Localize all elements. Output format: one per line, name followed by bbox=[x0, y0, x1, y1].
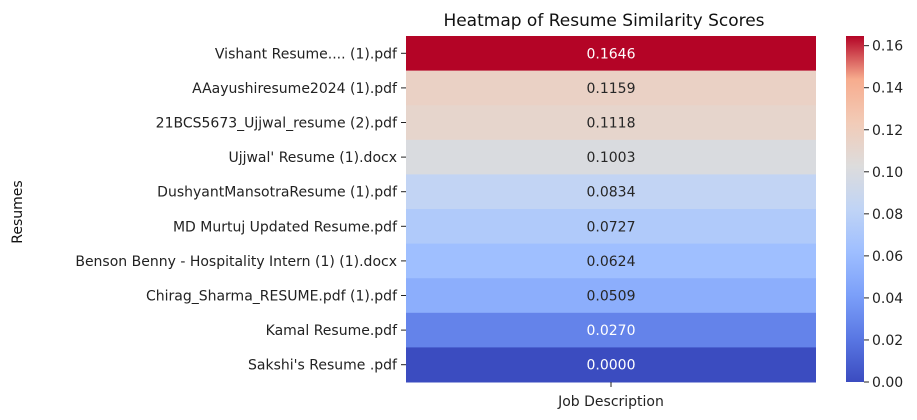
cell-value-label: 0.0624 bbox=[587, 254, 636, 270]
row-tick-label: AAayushiresume2024 (1).pdf bbox=[192, 81, 398, 97]
cell-value-label: 0.1159 bbox=[587, 81, 636, 97]
heatmap-cell bbox=[406, 312, 816, 348]
heatmap-cells: 0.1646 0.1159 0.1118 0.1003 0.0834 0.0727 0.06… bbox=[406, 36, 816, 383]
row-tick-label: Vishant Resume.... (1).pdf bbox=[215, 46, 398, 62]
heatmap-cell bbox=[406, 139, 816, 175]
colorbar-tick-label: 0.06 bbox=[872, 249, 903, 265]
row-tick-label: DushyantMansotraResume (1).pdf bbox=[157, 185, 398, 201]
heatmap-cell bbox=[406, 174, 816, 210]
row-tick-label: Ujjwal' Resume (1).docx bbox=[228, 150, 397, 166]
cell-value-label: 0.0509 bbox=[587, 289, 636, 305]
row-tick-label: MD Murtuj Updated Resume.pdf bbox=[173, 219, 398, 235]
row-tick-label: Chirag_Sharma_RESUME.pdf (1).pdf bbox=[146, 289, 398, 305]
colorbar-tick-label: 0.02 bbox=[872, 333, 903, 349]
y-axis-label: Resumes bbox=[10, 180, 26, 243]
cell-value-label: 0.1003 bbox=[587, 150, 636, 166]
cell-value-label: 0.0270 bbox=[587, 323, 636, 339]
colorbar-tick-label: 0.04 bbox=[872, 291, 903, 307]
heatmap-cell bbox=[406, 36, 816, 72]
heatmap-cell bbox=[406, 278, 816, 314]
colorbar-tick-label: 0.12 bbox=[872, 123, 903, 139]
row-tick-labels: Vishant Resume.... (1).pdf AAayushiresume… bbox=[75, 46, 406, 374]
cell-value-label: 0.0000 bbox=[587, 358, 636, 374]
row-tick-label: 21BCS5673_Ujjwal_resume (2).pdf bbox=[156, 116, 398, 132]
cell-value-label: 0.1118 bbox=[587, 116, 636, 132]
colorbar bbox=[846, 36, 864, 382]
heatmap-cell bbox=[406, 209, 816, 245]
colorbar-tick-label: 0.14 bbox=[872, 81, 903, 97]
cell-value-label: 0.0727 bbox=[587, 219, 636, 235]
heatmap-cell bbox=[406, 347, 816, 383]
colorbar-tick-label: 0.10 bbox=[872, 165, 903, 181]
column-tick-label: Job Description bbox=[557, 394, 664, 410]
heatmap-cell bbox=[406, 243, 816, 279]
cell-value-label: 0.0834 bbox=[587, 185, 636, 201]
row-tick-label: Benson Benny - Hospitality Intern (1) (1… bbox=[75, 254, 397, 270]
heatmap-cell bbox=[406, 70, 816, 106]
colorbar-tick-label: 0.08 bbox=[872, 207, 903, 223]
row-tick-label: Sakshi's Resume .pdf bbox=[248, 358, 398, 374]
colorbar-tick-label: 0.16 bbox=[872, 39, 903, 55]
row-tick-label: Kamal Resume.pdf bbox=[266, 323, 398, 339]
chart-title: Heatmap of Resume Similarity Scores bbox=[443, 11, 764, 31]
colorbar-ticks: 0.00 0.02 0.04 0.06 0.08 0.10 0.12 0.14 0.16 bbox=[864, 39, 903, 391]
heatmap-cell bbox=[406, 105, 816, 141]
column-tick-labels: Job Description bbox=[557, 382, 664, 410]
cell-value-label: 0.1646 bbox=[587, 46, 636, 62]
colorbar-tick-label: 0.00 bbox=[872, 375, 903, 391]
